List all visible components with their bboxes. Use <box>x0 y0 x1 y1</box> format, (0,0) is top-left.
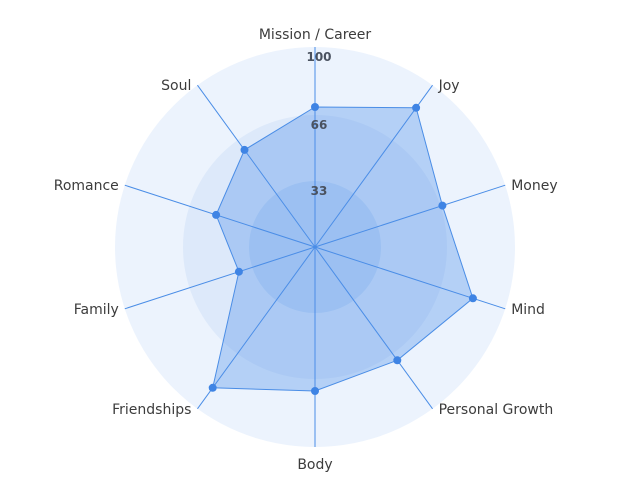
axis-label-personal-growth: Personal Growth <box>439 402 554 418</box>
spoke-personal-growth <box>314 246 433 410</box>
axis-label-family: Family <box>74 302 119 318</box>
axis-label-mind: Mind <box>511 302 545 318</box>
data-point-romance[interactable] <box>212 210 221 219</box>
tick-label-66: 66 <box>311 118 328 132</box>
data-point-mission-career[interactable] <box>311 103 319 111</box>
axis-label-friendships: Friendships <box>112 402 191 418</box>
axis-label-romance: Romance <box>54 178 119 194</box>
data-point-friendships[interactable] <box>208 383 217 392</box>
data-point-personal-growth[interactable] <box>393 356 402 365</box>
tick-label-33: 33 <box>311 184 328 198</box>
data-point-family[interactable] <box>234 267 243 276</box>
spoke-family <box>124 246 316 310</box>
axis-label-money: Money <box>511 178 557 194</box>
spoke-money <box>314 184 506 248</box>
radar-series <box>208 103 477 395</box>
spoke-joy <box>314 84 433 248</box>
axis-label-joy: Joy <box>438 78 460 94</box>
spoke-soul <box>197 84 316 248</box>
axis-label-body: Body <box>297 457 332 473</box>
data-point-joy[interactable] <box>412 103 421 112</box>
radar-tick-labels: 33 66 100 <box>306 50 331 198</box>
data-point-mind[interactable] <box>468 294 477 303</box>
radar-axis-labels: Mission / Career Joy Money Mind Personal Gro… <box>54 27 558 473</box>
tick-label-100: 100 <box>306 50 331 64</box>
data-point-soul[interactable] <box>240 145 249 154</box>
spoke-friendships <box>197 246 316 410</box>
data-point-body[interactable] <box>311 387 319 395</box>
axis-label-soul: Soul <box>161 78 191 94</box>
data-point-money[interactable] <box>438 201 447 210</box>
axis-label-mission-career: Mission / Career <box>259 27 372 43</box>
